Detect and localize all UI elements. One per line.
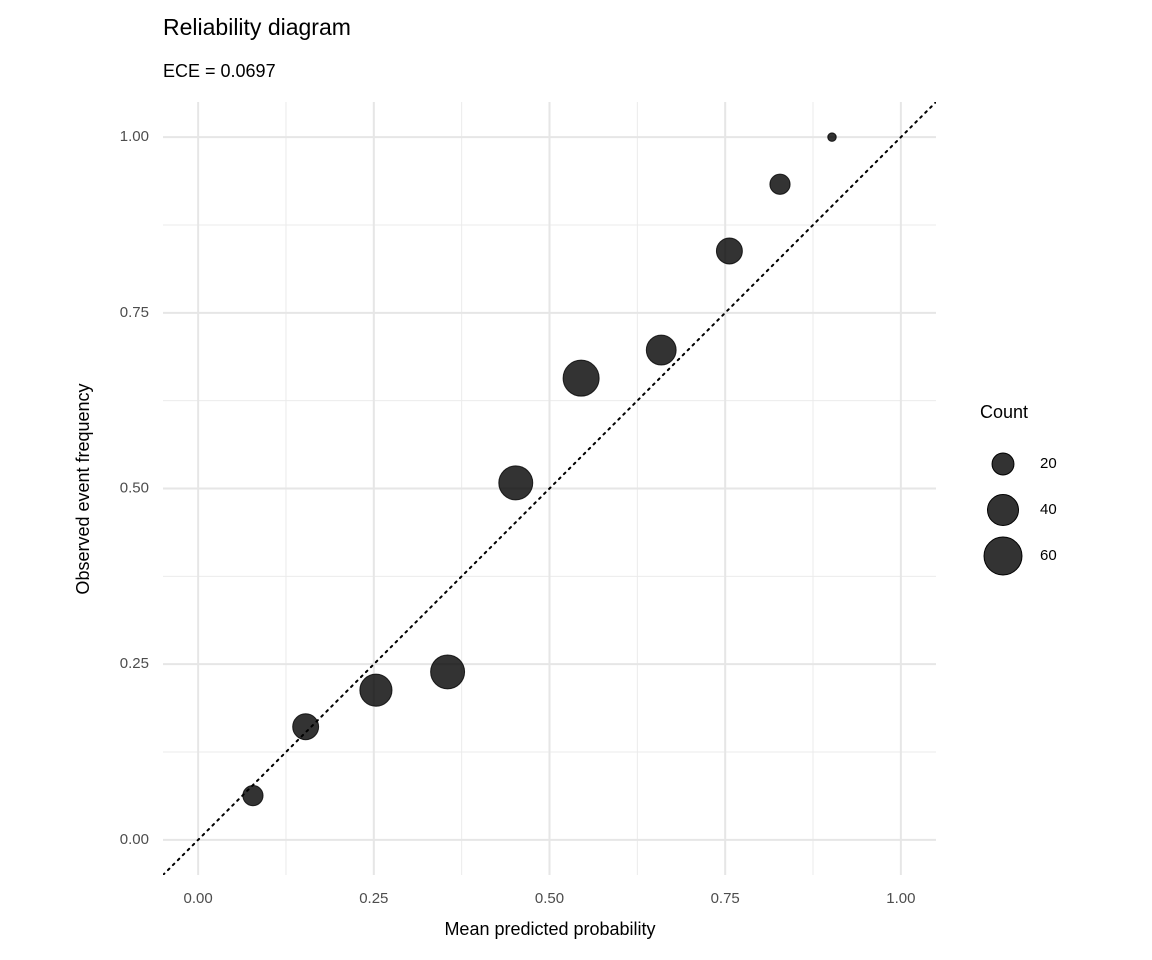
x-tick-label: 0.00 — [184, 890, 213, 907]
point — [645, 334, 677, 366]
y-tick-label: 0.75 — [120, 304, 149, 321]
point — [430, 654, 466, 690]
y-tick-label: 1.00 — [120, 128, 149, 145]
legend-key — [987, 494, 1019, 526]
legend-label: 60 — [1040, 547, 1057, 564]
y-axis-title: Observed event frequency — [73, 383, 93, 594]
point — [769, 173, 791, 195]
point — [715, 237, 743, 265]
point — [498, 465, 534, 501]
diagonal-group — [163, 102, 936, 875]
legend-title: Count — [980, 402, 1028, 422]
x-axis-title: Mean predicted probability — [444, 919, 655, 939]
point — [292, 713, 320, 741]
point — [242, 784, 264, 807]
point — [827, 132, 837, 142]
x-tick-label: 0.25 — [359, 890, 388, 907]
legend-label: 40 — [1040, 501, 1057, 518]
legend-key — [991, 452, 1015, 476]
y-tick-label: 0.50 — [120, 479, 149, 496]
x-tick-label: 0.50 — [535, 890, 564, 907]
x-tick-label: 0.75 — [711, 890, 740, 907]
diagonal-line — [163, 102, 936, 875]
chart-subtitle: ECE = 0.0697 — [163, 61, 276, 81]
y-tick-label: 0.00 — [120, 831, 149, 848]
chart-title: Reliability diagram — [163, 14, 351, 40]
legend-label: 20 — [1040, 455, 1057, 472]
x-tick-label: 1.00 — [886, 890, 915, 907]
legend-key — [983, 536, 1023, 576]
point — [562, 359, 600, 397]
y-tick-label: 0.25 — [120, 655, 149, 672]
point — [359, 673, 393, 707]
